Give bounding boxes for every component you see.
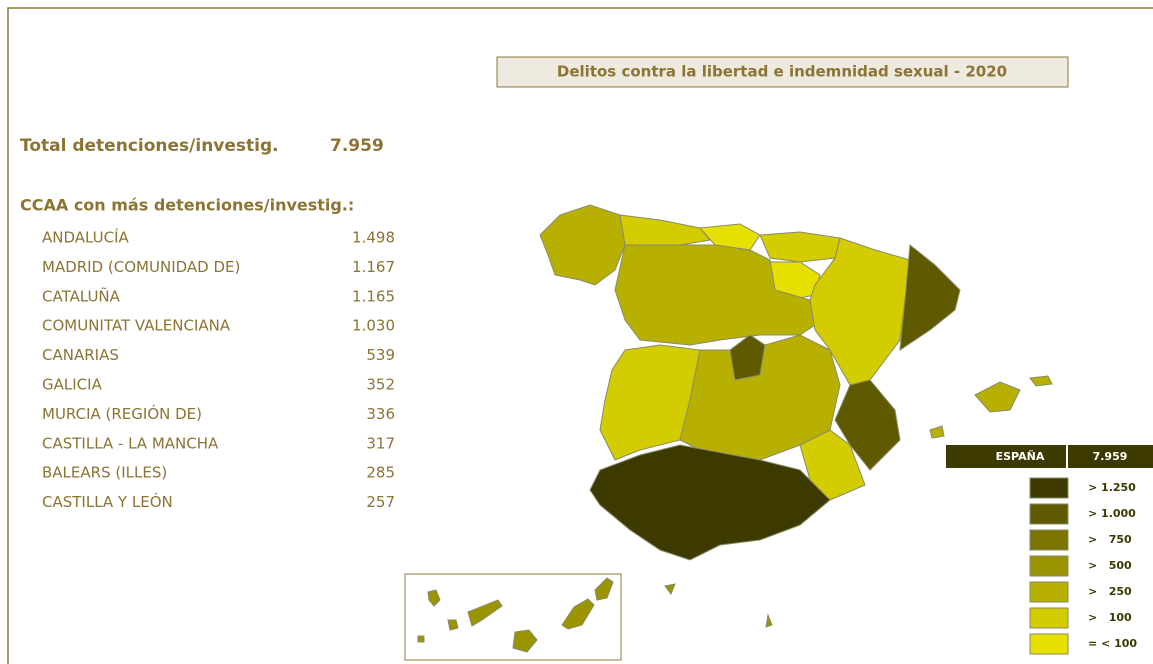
legend-label: > 250 — [1088, 585, 1132, 598]
legend-swatch — [1029, 529, 1069, 551]
title-box — [496, 56, 1069, 88]
map-total-label-box — [946, 445, 1066, 468]
legend-label: > 500 — [1088, 559, 1132, 572]
region — [539, 204, 626, 286]
legend-label: > 1.250 — [1088, 481, 1136, 494]
region-value: 539 — [366, 346, 395, 364]
region-name: BALEARS (ILLES) — [42, 464, 167, 482]
region — [974, 381, 1021, 413]
region-value: 1.165 — [352, 287, 395, 305]
region — [929, 425, 945, 439]
region-value: 352 — [366, 376, 395, 394]
region-name: MURCIA (REGIÓN DE) — [42, 404, 202, 423]
region — [589, 444, 831, 561]
map — [404, 204, 1053, 661]
legend: > 1.250 > 1.000 > 750 > 500 > 250 > 100 = < 10… — [1029, 477, 1137, 655]
legend-label: > 1.000 — [1088, 507, 1136, 520]
total-value: 7.959 — [330, 136, 384, 156]
region — [679, 334, 841, 461]
region — [698, 223, 761, 251]
legend-swatch — [1029, 607, 1069, 629]
map-total-label: ESPAÑA — [996, 450, 1045, 463]
region — [599, 344, 701, 461]
region — [1029, 375, 1053, 387]
region-value: 257 — [366, 493, 395, 511]
region-value: 1.167 — [352, 258, 395, 276]
legend-swatch — [1029, 503, 1069, 525]
region-value: 336 — [366, 405, 395, 423]
region-name: MADRID (COMUNIDAD DE) — [42, 258, 240, 276]
region-value: 1.498 — [352, 229, 395, 247]
region — [614, 244, 816, 346]
region — [619, 214, 711, 246]
legend-label: > 100 — [1088, 611, 1132, 624]
region-name: CASTILLA - LA MANCHA — [42, 434, 219, 452]
region-name: CATALUÑA — [42, 286, 121, 305]
frame — [7, 7, 1153, 664]
legend-label: = < 100 — [1088, 637, 1137, 650]
title: Delitos contra la libertad e indemnidad … — [557, 63, 1007, 81]
region — [759, 231, 841, 263]
ranking-heading: CCAA con más detenciones/investig.: — [20, 196, 354, 215]
legend-swatch — [1029, 581, 1069, 603]
region-name: COMUNITAT VALENCIANA — [42, 317, 231, 335]
region-value: 1.030 — [352, 317, 395, 335]
canary-islands — [417, 577, 773, 653]
map-total-value: 7.959 — [1093, 450, 1128, 463]
legend-swatch — [1029, 555, 1069, 577]
region — [899, 244, 961, 352]
region-name: CANARIAS — [42, 346, 119, 364]
legend-swatch — [1029, 477, 1069, 499]
legend-label: > 750 — [1088, 533, 1132, 546]
region-name: CASTILLA Y LEÓN — [42, 492, 173, 511]
map-total-value-box — [1068, 445, 1153, 468]
ranking-list: ANDALUCÍA 1.498 MADRID (COMUNIDAD DE) 1.167… — [42, 228, 395, 512]
region — [834, 379, 901, 471]
region-name: ANDALUCÍA — [42, 228, 130, 247]
region-name: GALICIA — [42, 376, 103, 394]
total-label: Total detenciones/investig. — [20, 136, 279, 156]
region-value: 285 — [366, 464, 395, 482]
region-value: 317 — [366, 434, 395, 452]
legend-swatch — [1029, 633, 1069, 655]
